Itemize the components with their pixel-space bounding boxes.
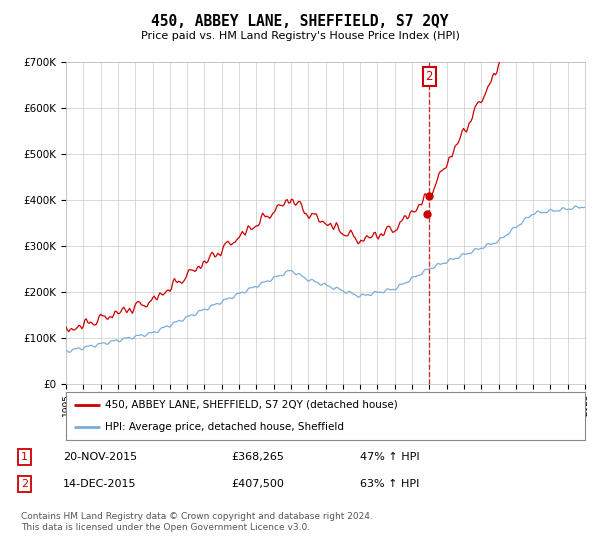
Text: 2: 2 bbox=[425, 70, 433, 83]
Text: 20-NOV-2015: 20-NOV-2015 bbox=[63, 452, 137, 462]
Text: 450, ABBEY LANE, SHEFFIELD, S7 2QY: 450, ABBEY LANE, SHEFFIELD, S7 2QY bbox=[151, 14, 449, 29]
Text: HPI: Average price, detached house, Sheffield: HPI: Average price, detached house, Shef… bbox=[105, 422, 344, 432]
Text: 63% ↑ HPI: 63% ↑ HPI bbox=[360, 479, 419, 489]
Text: 1: 1 bbox=[21, 452, 28, 462]
Text: 14-DEC-2015: 14-DEC-2015 bbox=[63, 479, 137, 489]
Text: Price paid vs. HM Land Registry's House Price Index (HPI): Price paid vs. HM Land Registry's House … bbox=[140, 31, 460, 41]
Text: 450, ABBEY LANE, SHEFFIELD, S7 2QY (detached house): 450, ABBEY LANE, SHEFFIELD, S7 2QY (deta… bbox=[105, 400, 398, 410]
Text: 2: 2 bbox=[21, 479, 28, 489]
Text: 47% ↑ HPI: 47% ↑ HPI bbox=[360, 452, 419, 462]
Text: £368,265: £368,265 bbox=[231, 452, 284, 462]
Text: £407,500: £407,500 bbox=[231, 479, 284, 489]
Text: Contains HM Land Registry data © Crown copyright and database right 2024.
This d: Contains HM Land Registry data © Crown c… bbox=[21, 512, 373, 532]
